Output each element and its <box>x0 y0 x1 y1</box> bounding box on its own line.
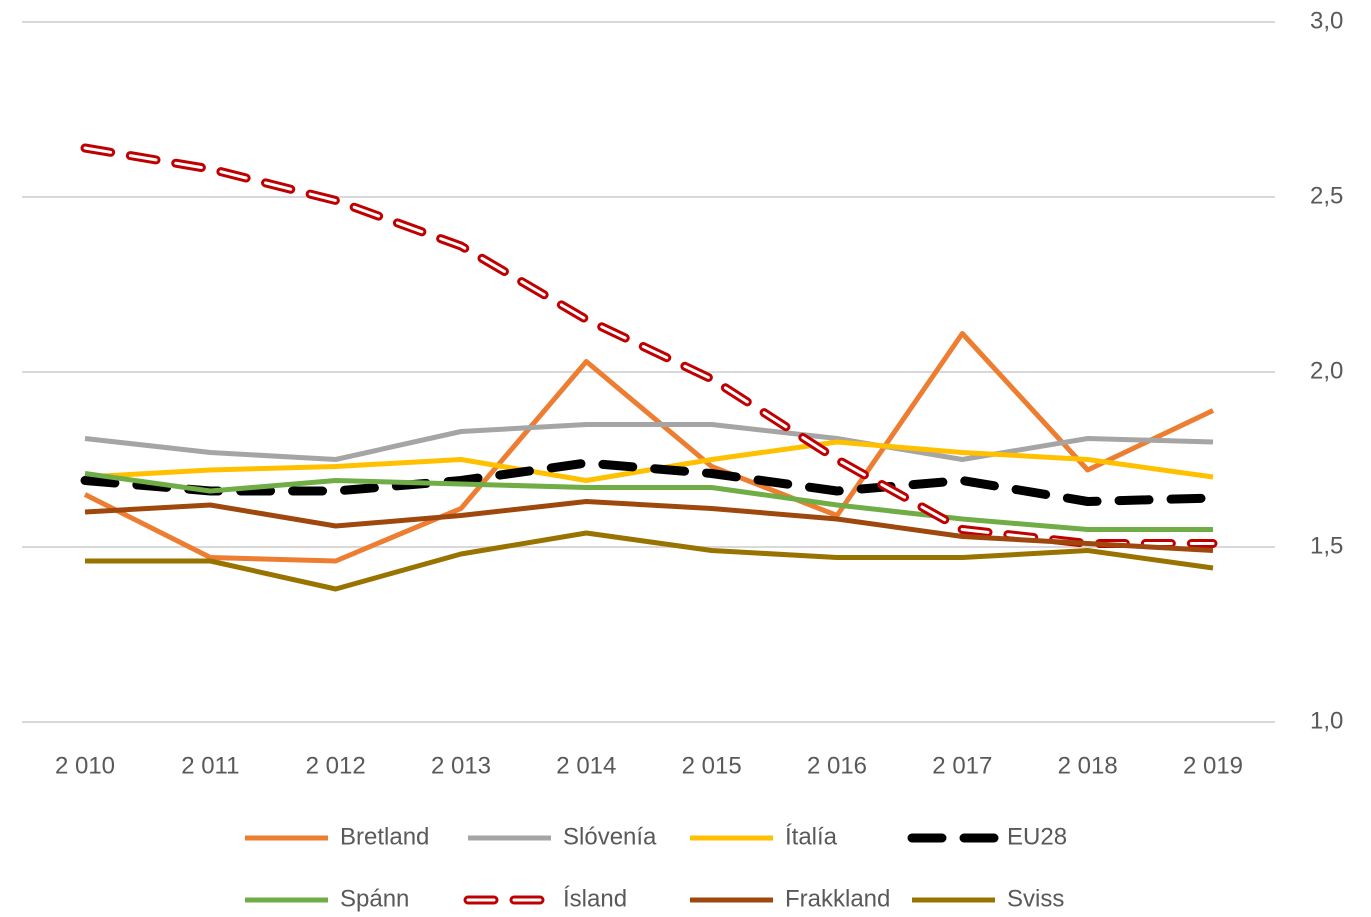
x-tick-label: 2 015 <box>682 752 742 779</box>
x-tick-label: 2 018 <box>1058 752 1118 779</box>
legend-label: Ísland <box>563 885 627 912</box>
series-line <box>84 439 1214 483</box>
series-line <box>80 143 1218 548</box>
y-tick-label: 2,0 <box>1310 357 1343 384</box>
series-line <box>80 458 1218 506</box>
y-tick-label: 2,5 <box>1310 182 1343 209</box>
legend-label: Sviss <box>1007 885 1064 912</box>
legend-label: EU28 <box>1007 823 1067 850</box>
x-tick-label: 2 011 <box>181 752 239 779</box>
series-line <box>84 471 1213 532</box>
series-line <box>85 530 1214 592</box>
series-line <box>83 331 1215 564</box>
y-tick-label: 1,5 <box>1310 532 1343 559</box>
legend-label: Spánn <box>340 885 409 912</box>
x-tick-label: 2 014 <box>556 752 616 779</box>
series-line <box>84 499 1214 553</box>
x-tick-label: 2 012 <box>306 752 366 779</box>
series-line <box>84 422 1214 462</box>
x-tick-label: 2 017 <box>932 752 992 779</box>
legend-label: Slóvenía <box>563 823 657 850</box>
x-tick-label: 2 019 <box>1183 752 1243 779</box>
y-tick-label: 3,0 <box>1310 7 1343 34</box>
legend-label: Ítalía <box>785 823 838 850</box>
legend-label: Bretland <box>340 823 429 850</box>
y-tick-label: 1,0 <box>1310 707 1343 734</box>
x-tick-label: 2 013 <box>431 752 491 779</box>
legend-label: Frakkland <box>785 885 890 912</box>
x-tick-label: 2 010 <box>55 752 115 779</box>
series-line-inner <box>83 146 1215 545</box>
x-tick-label: 2 016 <box>807 752 867 779</box>
